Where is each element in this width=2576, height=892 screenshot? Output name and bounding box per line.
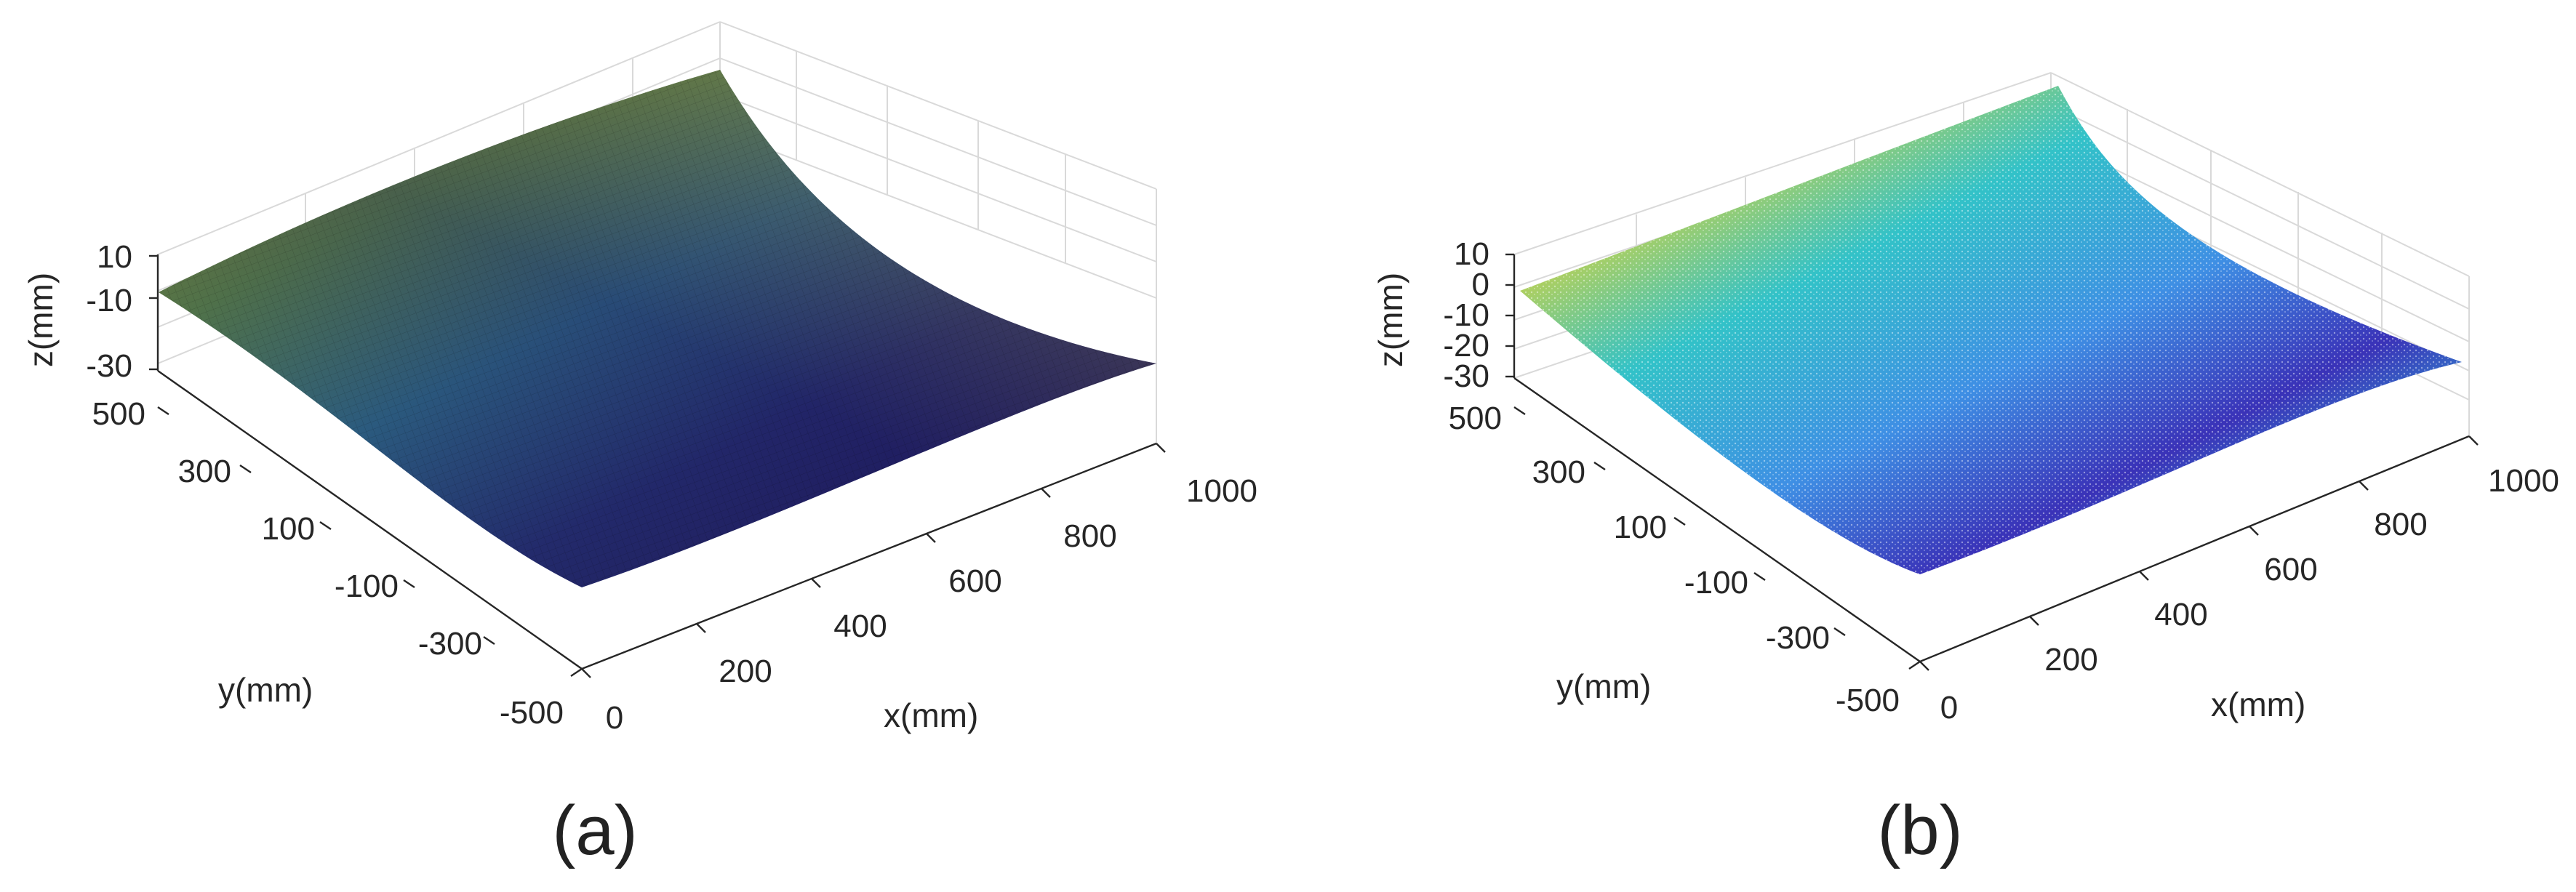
panel-a-y-ticks: 500 300 100 -100 -300 -500 bbox=[92, 396, 583, 731]
panel-b-z-tick: -30 bbox=[1443, 358, 1489, 394]
panel-b-x-tick: 1000 bbox=[2488, 463, 2559, 499]
panel-b-y-ticks: 500 300 100 -100 -300 -500 bbox=[1449, 401, 1921, 718]
panel-b-z-ticks: 10 0 -10 -20 -30 bbox=[1443, 236, 1514, 394]
panel-a-x-tick: 400 bbox=[833, 608, 887, 644]
panel-b-x-tick: 0 bbox=[1940, 690, 1958, 726]
panel-b-z-label: z(mm) bbox=[1372, 273, 1409, 367]
panel-b-x-axis bbox=[1919, 435, 2470, 663]
panel-a-y-tick: 300 bbox=[178, 454, 231, 489]
panel-a-x-tick: 600 bbox=[948, 563, 1001, 599]
panel-b-x-ticks: 0 200 400 600 800 1000 bbox=[1919, 435, 2559, 726]
panel-a-y-tick: -300 bbox=[418, 626, 482, 662]
panel-a-y-tick: -500 bbox=[500, 695, 564, 731]
panel-a-y-tick: -100 bbox=[335, 568, 399, 604]
panel-a-z-tick: -30 bbox=[86, 348, 132, 384]
panel-a-z-label: z(mm) bbox=[22, 273, 60, 367]
panel-b-y-tick: -500 bbox=[1836, 683, 1900, 718]
panel-a-x-tick: 1000 bbox=[1186, 473, 1257, 509]
panel-a-y-label: y(mm) bbox=[218, 671, 313, 709]
panel-a-z-tick: 10 bbox=[97, 239, 132, 275]
panel-b-x-label: x(mm) bbox=[2211, 686, 2305, 723]
panel-a-y-tick: 500 bbox=[92, 396, 145, 432]
panel-b-y-axis bbox=[1513, 377, 1921, 662]
panel-a-x-tick: 200 bbox=[719, 654, 772, 689]
panel-b-z-tick: 0 bbox=[1472, 267, 1489, 302]
panel-a-x-tick: 0 bbox=[606, 700, 623, 736]
panel-a-z-ticks: 10 -10 -30 bbox=[86, 239, 158, 384]
panel-b-x-tick: 800 bbox=[2374, 507, 2427, 542]
panel-a-x-tick: 800 bbox=[1063, 518, 1116, 554]
panel-b-y-tick: -100 bbox=[1684, 565, 1748, 600]
panel-a-y-tick: 100 bbox=[262, 511, 315, 547]
panel-a-x-label: x(mm) bbox=[884, 696, 978, 734]
panel-b-x-tick: 600 bbox=[2264, 552, 2317, 587]
panel-b-z-tick: -20 bbox=[1443, 328, 1489, 363]
panel-b-z-tick: 10 bbox=[1454, 236, 1489, 272]
panel-b-y-tick: 100 bbox=[1614, 510, 1667, 545]
panel-b-x-tick: 200 bbox=[2044, 642, 2097, 678]
panel-a-x-axis bbox=[581, 442, 1157, 670]
panel-a-y-axis bbox=[157, 370, 583, 670]
panel-b-x-tick: 400 bbox=[2154, 597, 2207, 632]
panel-b-y-tick: 300 bbox=[1532, 454, 1585, 490]
panel-b: 10 0 -10 -20 -30 z(mm) 500 300 100 -100 … bbox=[1372, 72, 2559, 869]
panel-a: 10 -10 -30 z(mm) 500 300 100 -100 -300 -… bbox=[22, 21, 1257, 869]
panel-a-x-ticks: 0 200 400 600 800 1000 bbox=[581, 443, 1257, 736]
panel-a-z-tick: -10 bbox=[86, 283, 132, 318]
panel-a-caption: (a) bbox=[552, 792, 637, 869]
panel-b-y-label: y(mm) bbox=[1556, 667, 1651, 705]
panel-b-caption: (b) bbox=[1877, 792, 1962, 869]
panel-b-y-tick: -300 bbox=[1766, 620, 1830, 656]
panel-b-z-tick: -10 bbox=[1443, 297, 1489, 333]
panel-b-y-tick: 500 bbox=[1449, 401, 1502, 436]
